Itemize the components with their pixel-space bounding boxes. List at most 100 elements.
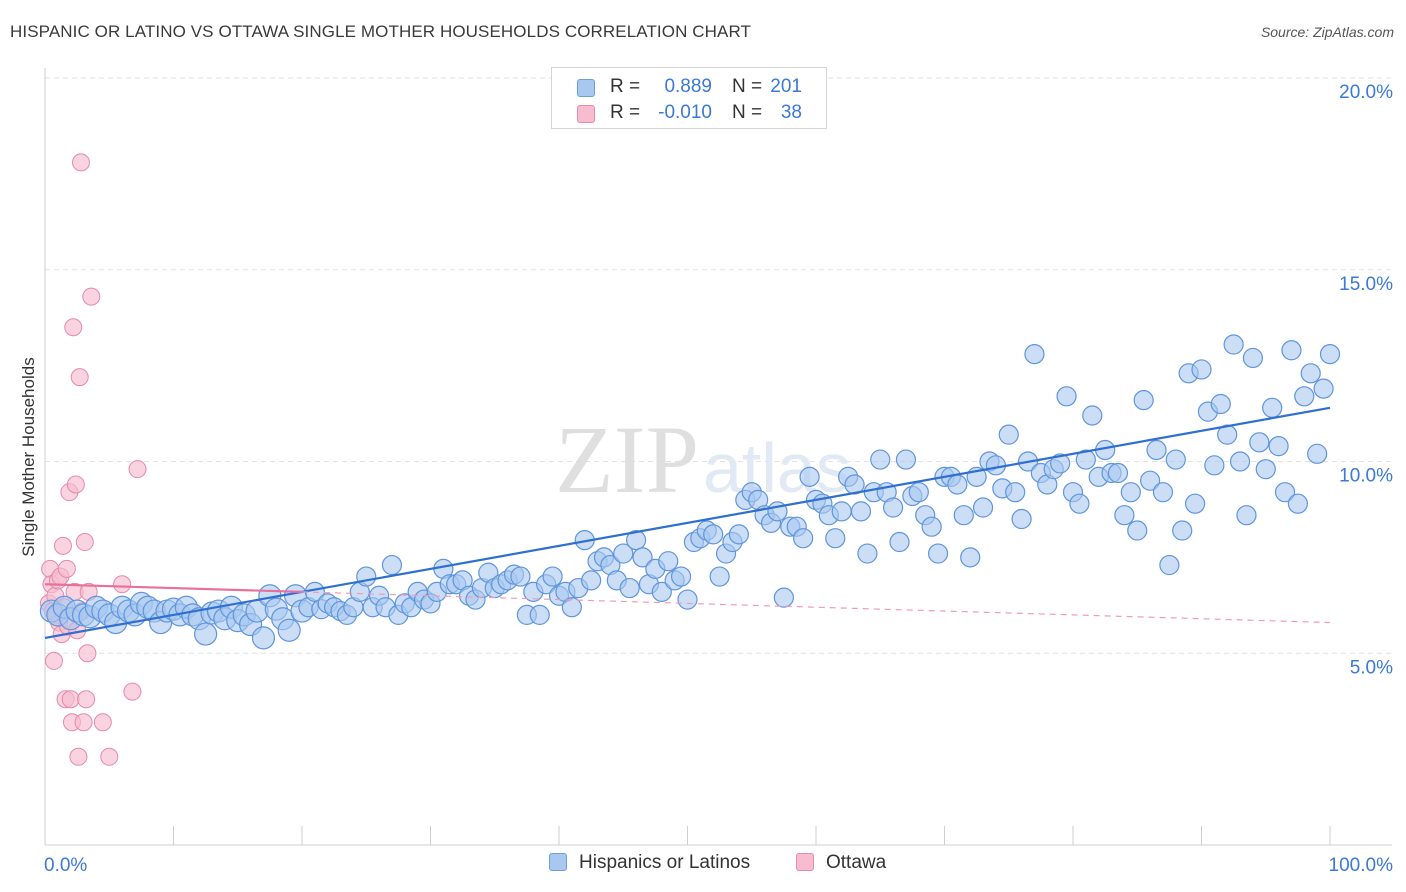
series-legend-swatch-hispanic [549, 853, 567, 871]
ottawa-point [71, 153, 90, 172]
hispanic-point [998, 424, 1019, 445]
y-axis-label: Single Mother Households [19, 357, 38, 556]
watermark-atlas: atlas [703, 429, 851, 507]
hispanic-point [1114, 505, 1135, 526]
ottawa-point [66, 475, 85, 494]
hispanic-point [895, 449, 917, 470]
hispanic-point [709, 566, 730, 587]
watermark-zip: ZIP [555, 406, 699, 513]
ottawa-point [93, 713, 112, 732]
hispanic-point [1319, 344, 1341, 365]
hispanic-point [1146, 439, 1167, 461]
hispanic-point [1268, 436, 1289, 457]
hispanic-point [1242, 347, 1264, 369]
hispanic-point [194, 622, 218, 646]
hispanic-point [953, 505, 974, 526]
hispanic-point [1223, 334, 1244, 355]
hispanic-point [921, 516, 942, 537]
hispanic-point [1294, 386, 1315, 407]
ottawa-point [74, 713, 93, 732]
ottawa-point [69, 747, 88, 766]
hispanic-point [1249, 432, 1270, 453]
ottawa-trend-extension [301, 591, 1331, 624]
hispanic-point [1050, 453, 1071, 474]
hispanic-point [251, 626, 276, 650]
hispanic-point [613, 543, 634, 564]
legend-r-value-hispanic: 0.889 [664, 76, 712, 97]
hispanic-point [1024, 344, 1045, 365]
series-legend-hispanic: Hispanics or Latinos [549, 852, 769, 876]
legend-swatch-hispanic [577, 79, 595, 97]
hispanic-point [831, 501, 852, 522]
hispanic-point [1127, 520, 1148, 541]
hispanic-point [1281, 340, 1302, 361]
hispanic-point [1172, 520, 1193, 541]
hispanic-point [1139, 470, 1161, 491]
hispanic-point [277, 618, 301, 642]
hispanic-trend-line [44, 406, 1331, 639]
hispanic-point [1005, 482, 1026, 503]
ottawa-point [82, 287, 101, 306]
axes [44, 68, 1392, 846]
hispanic-point [1069, 493, 1090, 514]
hispanic-point [1120, 482, 1141, 503]
x-tick-label-min: 0.0% [44, 855, 87, 876]
legend-swatch-ottawa [577, 105, 595, 123]
y-tick-label: 20.0% [1339, 82, 1393, 103]
legend-r-label: R = [610, 102, 641, 123]
series-legend-ottawa: Ottawa [796, 852, 916, 876]
hispanic-point [857, 543, 878, 564]
ottawa-point [78, 644, 97, 663]
hispanic-point [561, 597, 582, 618]
hispanic-point [908, 482, 929, 503]
hispanic-point [670, 566, 692, 587]
hispanic-point [510, 566, 531, 587]
hispanic-point [889, 531, 910, 553]
hispanic-point [960, 547, 981, 568]
hispanic-point [1165, 449, 1186, 470]
ottawa-point [128, 460, 147, 479]
legend-r-value-ottawa: -0.010 [658, 102, 712, 123]
series-legend-swatch-ottawa [796, 853, 814, 871]
hispanic-point [793, 528, 814, 549]
hispanic-point [1011, 508, 1032, 530]
hispanic-point [773, 587, 794, 608]
hispanic-point [927, 543, 949, 564]
series-ottawa-points [39, 153, 147, 766]
correlation-legend: R = 0.889 N = 201 R = -0.010 N = 38 [551, 67, 827, 129]
hispanic-point [1313, 378, 1334, 399]
ottawa-point [123, 682, 142, 701]
legend-n-value-hispanic: 201 [770, 76, 802, 97]
legend-n-label: N = [732, 102, 763, 123]
hispanic-point [1300, 363, 1321, 384]
hispanic-point [1236, 505, 1257, 526]
hispanic-point [1152, 482, 1174, 503]
hispanic-point [651, 581, 672, 602]
legend-n-label: N = [732, 76, 763, 97]
ottawa-point [61, 690, 80, 709]
hispanic-point [632, 547, 653, 568]
hispanic-point [381, 554, 403, 576]
hispanic-point [529, 604, 550, 626]
series-legend-label-ottawa: Ottawa [826, 852, 887, 873]
hispanic-point [1255, 459, 1276, 480]
hispanic-point [799, 466, 820, 487]
hispanic-point [825, 528, 846, 549]
hispanic-point [1107, 462, 1129, 484]
hispanic-point [1274, 482, 1296, 503]
legend-row-hispanic: R = 0.889 N = 201 [552, 76, 828, 102]
ottawa-point [100, 747, 119, 766]
ottawa-point [75, 533, 94, 552]
hispanic-point [882, 497, 904, 518]
hispanic-point [947, 474, 968, 495]
hispanic-point [850, 501, 872, 522]
series-legend-label-hispanic: Hispanics or Latinos [579, 852, 751, 873]
ottawa-point [44, 651, 63, 670]
hispanic-point [1307, 443, 1328, 464]
hispanic-point [1204, 455, 1225, 476]
ottawa-point [77, 690, 96, 709]
legend-row-ottawa: R = -0.010 N = 38 [552, 102, 828, 128]
legend-n-value-ottawa: 38 [780, 102, 802, 123]
chart-source: Source: ZipAtlas.com [1260, 24, 1394, 40]
